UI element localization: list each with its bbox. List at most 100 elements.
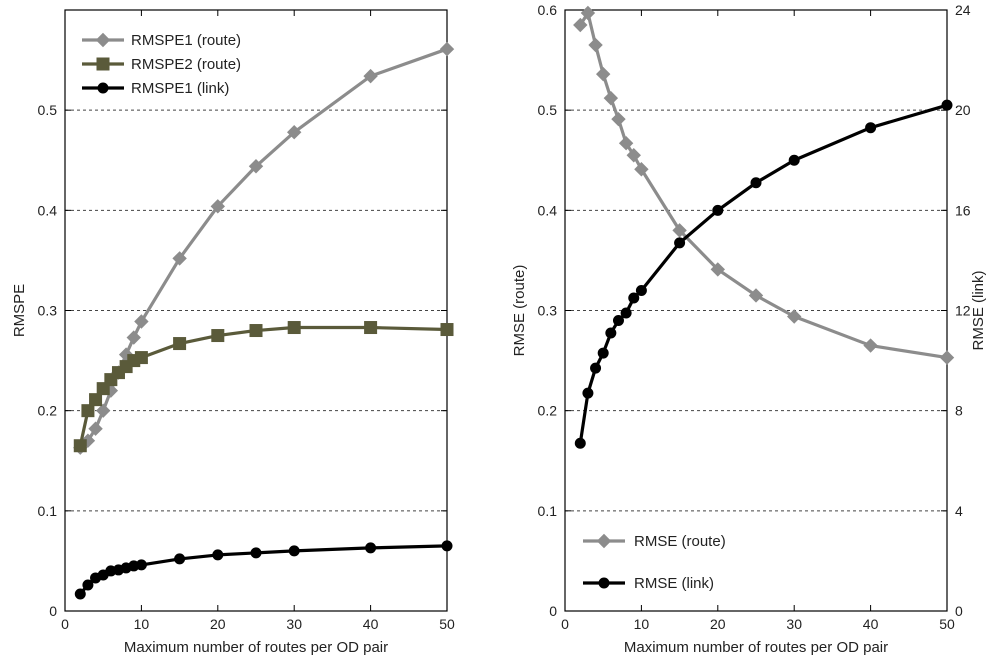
data-point (672, 223, 687, 238)
data-point (134, 314, 149, 329)
data-point (635, 284, 647, 296)
y-right-tick-label: 20 (955, 102, 971, 118)
data-point (82, 579, 94, 591)
x-tick-label: 10 (134, 616, 150, 632)
data-point (440, 323, 454, 337)
legend-marker (596, 533, 612, 549)
data-point (939, 350, 955, 365)
series-line (578, 11, 948, 360)
data-point (288, 545, 300, 557)
data-point (582, 387, 594, 399)
y-tick-label: 0.3 (38, 303, 58, 319)
y-left-tick-label: 0.4 (538, 202, 558, 218)
data-point (74, 588, 86, 600)
data-point (210, 199, 226, 214)
x-tick-label: 50 (939, 616, 955, 632)
legend-marker (598, 577, 610, 589)
data-point (174, 553, 186, 565)
legend-marker (96, 57, 110, 71)
legend-marker (97, 82, 109, 94)
y-left-tick-label: 0 (549, 603, 557, 619)
legend-label: RMSE (route) (634, 533, 726, 550)
data-point (628, 292, 640, 304)
data-point (863, 338, 878, 353)
data-point (135, 559, 147, 571)
data-point (590, 362, 602, 374)
data-point (439, 41, 455, 57)
x-tick-label: 0 (561, 616, 569, 632)
y-tick-label: 0.1 (38, 503, 58, 519)
x-axis-title: Maximum number of routes per OD pair (624, 639, 888, 656)
data-point (365, 542, 377, 554)
data-point (134, 351, 148, 365)
data-point (618, 136, 634, 151)
data-point (620, 307, 632, 319)
data-point (212, 549, 224, 561)
data-point (211, 329, 225, 343)
data-point (173, 337, 187, 351)
data-point (286, 124, 302, 140)
data-point (250, 547, 262, 559)
y-left-tick-label: 0.6 (538, 2, 558, 18)
data-point (574, 437, 586, 449)
data-point (172, 251, 187, 266)
data-point (588, 37, 603, 53)
data-point (750, 177, 762, 189)
data-point (748, 288, 764, 303)
legend-marker (95, 32, 111, 48)
x-tick-label: 40 (363, 616, 379, 632)
data-point (611, 111, 626, 127)
data-point (865, 122, 877, 134)
y-left-axis-title: RMSE (route) (511, 265, 528, 357)
y-tick-label: 0.4 (38, 202, 58, 218)
y-axis-title: RMSPE (11, 284, 28, 337)
y-right-tick-label: 0 (955, 603, 963, 619)
series-line (79, 47, 448, 449)
legend-label: RMSE (link) (634, 575, 714, 592)
data-point (712, 204, 724, 216)
y-left-tick-label: 0.2 (538, 403, 558, 419)
x-tick-label: 30 (286, 616, 302, 632)
x-tick-label: 40 (863, 616, 879, 632)
data-point (363, 68, 378, 84)
y-right-tick-label: 24 (955, 2, 971, 18)
data-point (249, 324, 263, 338)
y-right-tick-label: 4 (955, 503, 963, 519)
y-left-tick-label: 0.5 (538, 102, 558, 118)
data-point (580, 5, 596, 21)
data-point (573, 17, 588, 33)
y-tick-label: 0.5 (38, 102, 58, 118)
data-point (89, 393, 103, 407)
data-point (710, 262, 726, 277)
data-point (786, 309, 802, 324)
y-tick-label: 0.2 (38, 403, 58, 419)
data-point (597, 347, 609, 359)
data-point (612, 315, 624, 327)
data-point (941, 99, 953, 111)
data-point (88, 421, 103, 436)
y-right-axis-title: RMSE (link) (970, 270, 987, 350)
x-axis-title: Maximum number of routes per OD pair (124, 639, 388, 656)
rmspe-chart: 0 0.1 0.2 0.3 0.4 0.5 0 10 20 30 40 50 RMSPE1 (route… (11, 9, 455, 656)
data-point (287, 321, 301, 335)
y-left-tick-label: 0.3 (538, 303, 558, 319)
y-left-tick-label: 0.1 (538, 503, 558, 519)
x-tick-label: 50 (439, 616, 455, 632)
data-point (95, 403, 111, 418)
data-point (248, 159, 264, 174)
y-right-tick-label: 16 (955, 202, 971, 218)
data-point (441, 540, 453, 552)
x-tick-label: 20 (210, 616, 226, 632)
data-point (126, 330, 141, 345)
data-point (364, 321, 378, 335)
data-point (603, 90, 619, 106)
legend-label: RMSPE1 (link) (131, 80, 229, 97)
data-point (73, 439, 87, 453)
plot-frame (564, 9, 948, 612)
data-point (81, 404, 95, 418)
x-tick-label: 20 (710, 616, 726, 632)
data-point (674, 237, 686, 249)
data-point (626, 148, 641, 163)
plot-frame (64, 9, 448, 612)
